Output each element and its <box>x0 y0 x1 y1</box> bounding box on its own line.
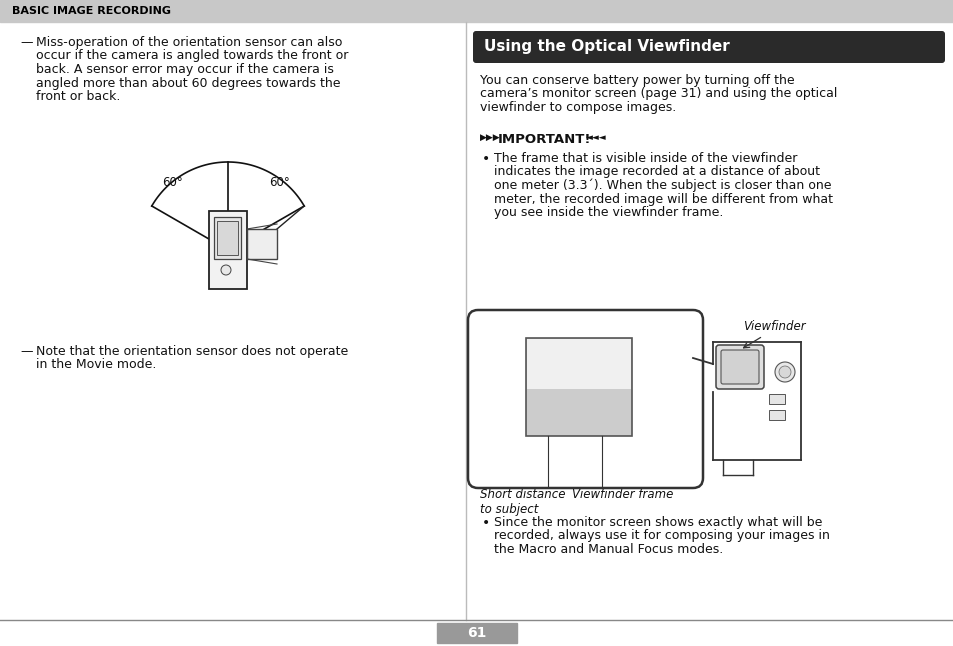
Text: 61: 61 <box>467 626 486 640</box>
Text: —: — <box>20 36 32 49</box>
Text: The frame that is visible inside of the viewfinder: The frame that is visible inside of the … <box>494 152 797 165</box>
Text: indicates the image recorded at a distance of about: indicates the image recorded at a distan… <box>494 165 820 178</box>
Bar <box>216 221 237 255</box>
Bar <box>525 338 631 436</box>
FancyBboxPatch shape <box>468 310 702 488</box>
Text: BASIC IMAGE RECORDING: BASIC IMAGE RECORDING <box>12 6 171 16</box>
Circle shape <box>779 366 790 378</box>
Bar <box>768 410 784 420</box>
Text: •: • <box>481 516 490 530</box>
Text: ◄◄◄: ◄◄◄ <box>585 133 606 142</box>
Text: viewfinder to compose images.: viewfinder to compose images. <box>479 101 676 114</box>
Text: 60°: 60° <box>162 176 183 189</box>
Text: Note that the orientation sensor does not operate: Note that the orientation sensor does no… <box>36 345 348 358</box>
Text: recorded, always use it for composing your images in: recorded, always use it for composing yo… <box>494 530 829 543</box>
Bar <box>768 394 784 404</box>
Text: meter, the recorded image will be different from what: meter, the recorded image will be differ… <box>494 193 832 205</box>
Circle shape <box>774 362 794 382</box>
FancyBboxPatch shape <box>720 350 759 384</box>
Text: front or back.: front or back. <box>36 90 120 103</box>
Text: one meter (3.3´). When the subject is closer than one: one meter (3.3´). When the subject is cl… <box>494 179 831 193</box>
Text: IMPORTANT!: IMPORTANT! <box>497 133 591 146</box>
Text: Short distance
to subject: Short distance to subject <box>479 488 565 516</box>
Text: occur if the camera is angled towards the front or: occur if the camera is angled towards th… <box>36 50 348 63</box>
Bar <box>247 229 276 259</box>
Bar <box>0 0 953 22</box>
Text: You can conserve battery power by turning off the: You can conserve battery power by turnin… <box>479 74 794 87</box>
Text: 60°: 60° <box>270 176 290 189</box>
Bar <box>213 217 241 259</box>
Text: you see inside the viewfinder frame.: you see inside the viewfinder frame. <box>494 206 722 219</box>
FancyBboxPatch shape <box>716 345 763 389</box>
Text: Using the Optical Viewfinder: Using the Optical Viewfinder <box>483 39 729 54</box>
Text: •: • <box>481 152 490 166</box>
Text: back. A sensor error may occur if the camera is: back. A sensor error may occur if the ca… <box>36 63 334 76</box>
Text: the Macro and Manual Focus modes.: the Macro and Manual Focus modes. <box>494 543 722 556</box>
Text: Since the monitor screen shows exactly what will be: Since the monitor screen shows exactly w… <box>494 516 821 529</box>
Text: angled more than about 60 degrees towards the: angled more than about 60 degrees toward… <box>36 76 340 90</box>
Text: in the Movie mode.: in the Movie mode. <box>36 359 156 371</box>
Text: camera’s monitor screen (page 31) and using the optical: camera’s monitor screen (page 31) and us… <box>479 87 837 101</box>
Circle shape <box>221 265 231 275</box>
Text: ▶▶▶: ▶▶▶ <box>479 133 500 142</box>
Bar <box>526 339 630 389</box>
Text: Viewfinder frame: Viewfinder frame <box>572 488 673 501</box>
Text: —: — <box>20 345 32 358</box>
Text: Viewfinder: Viewfinder <box>742 320 804 333</box>
Text: Miss-operation of the orientation sensor can also: Miss-operation of the orientation sensor… <box>36 36 342 49</box>
Bar <box>436 623 517 643</box>
Bar <box>209 211 247 289</box>
FancyBboxPatch shape <box>473 31 944 63</box>
